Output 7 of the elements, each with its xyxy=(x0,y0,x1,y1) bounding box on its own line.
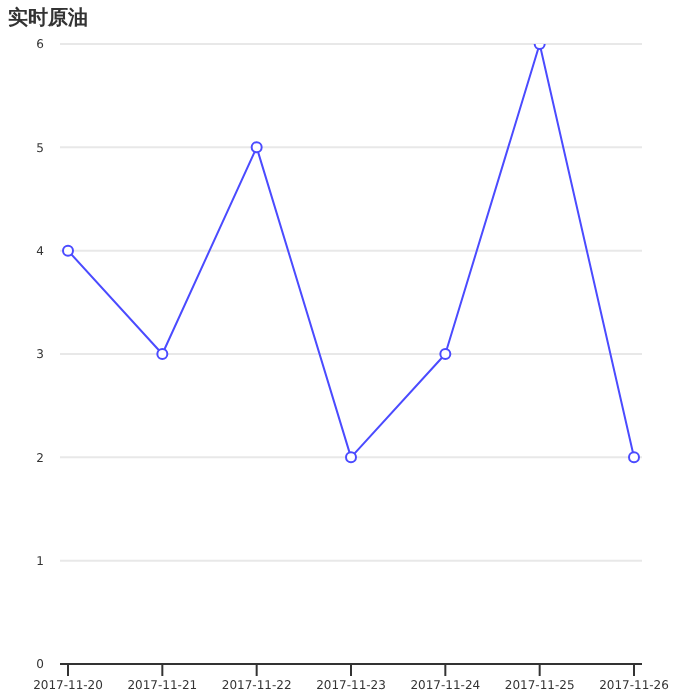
point xyxy=(439,348,452,360)
point xyxy=(62,244,74,257)
chart-title: 实时原油 xyxy=(8,4,88,32)
point xyxy=(156,348,169,360)
point xyxy=(250,141,263,154)
point xyxy=(628,451,640,464)
point xyxy=(345,451,357,464)
